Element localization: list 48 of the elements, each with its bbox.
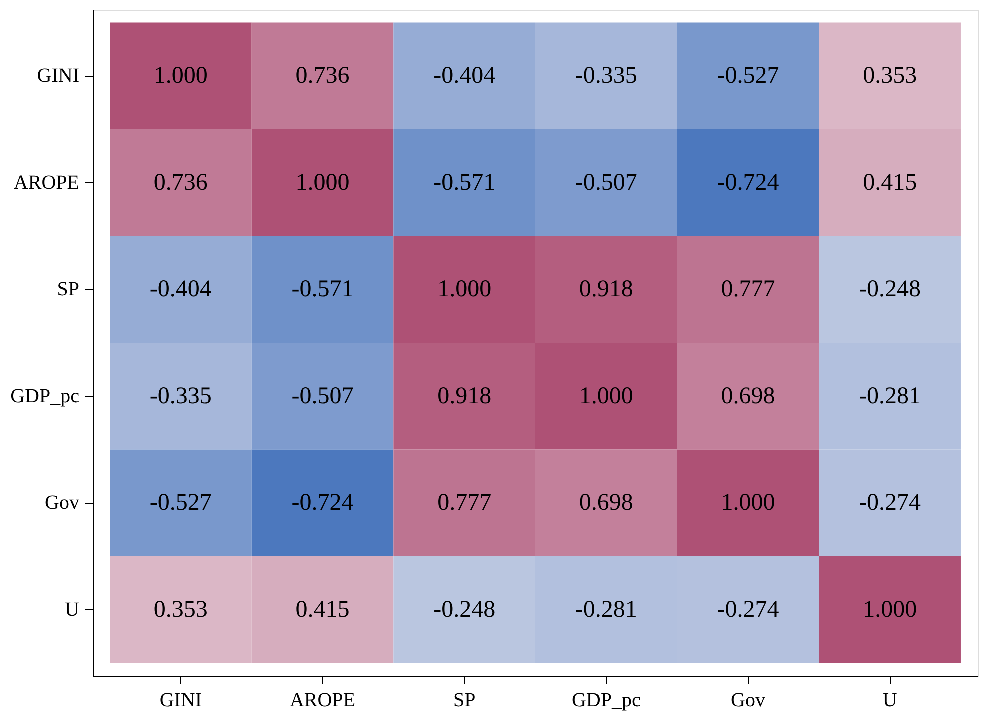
data-label: -0.281	[575, 596, 638, 623]
x-tick-label: Gov	[731, 690, 766, 712]
data-label: 0.736	[296, 63, 350, 90]
data-label: 0.736	[154, 170, 208, 196]
data-label: 0.918	[438, 383, 492, 410]
data-label: -0.404	[150, 276, 212, 303]
data-label: -0.724	[292, 490, 354, 516]
data-label: -0.248	[859, 276, 922, 303]
x-tick-label: SP	[453, 690, 476, 712]
data-label: 0.353	[863, 63, 918, 90]
data-label: 0.415	[296, 596, 350, 623]
data-label: -0.335	[150, 383, 212, 410]
data-label: -0.281	[859, 383, 922, 410]
data-label: 1.000	[721, 490, 776, 516]
data-label: -0.335	[575, 63, 638, 90]
data-label: 1.000	[438, 276, 492, 303]
data-label: -0.507	[292, 383, 354, 410]
data-label: 0.777	[721, 276, 776, 303]
data-label: 0.353	[154, 596, 208, 623]
data-label: -0.507	[575, 170, 638, 196]
data-label: 0.415	[863, 170, 918, 196]
y-tick-label: GDP_pc	[10, 385, 80, 408]
data-label: 0.918	[579, 276, 634, 303]
data-label: -0.274	[859, 490, 922, 516]
data-label: 1.000	[863, 596, 918, 623]
x-tick-label: GINI	[160, 690, 202, 712]
data-label: -0.404	[434, 63, 496, 90]
y-tick-label: U	[65, 598, 80, 621]
data-label: 0.777	[438, 490, 492, 516]
data-label: -0.527	[150, 490, 212, 516]
data-label: -0.248	[434, 596, 496, 623]
data-label: 1.000	[579, 383, 634, 410]
data-label: -0.274	[717, 596, 780, 623]
x-tick-label: U	[882, 690, 898, 712]
data-label: 1.000	[296, 170, 350, 196]
data-label: 0.698	[721, 383, 776, 410]
y-tick-label: Gov	[45, 492, 80, 514]
x-tick-label: AROPE	[290, 690, 356, 712]
y-tick-label: SP	[57, 278, 80, 301]
data-label: -0.527	[717, 63, 780, 90]
x-tick-label: GDP_pc	[572, 690, 641, 712]
data-label: -0.571	[434, 170, 496, 196]
data-label: 0.698	[579, 490, 634, 516]
data-label: -0.724	[717, 170, 780, 196]
y-tick-label: AROPE	[14, 172, 80, 194]
data-label: 1.000	[154, 63, 208, 90]
data-label: -0.571	[292, 276, 354, 303]
y-tick-label: GINI	[37, 65, 80, 88]
